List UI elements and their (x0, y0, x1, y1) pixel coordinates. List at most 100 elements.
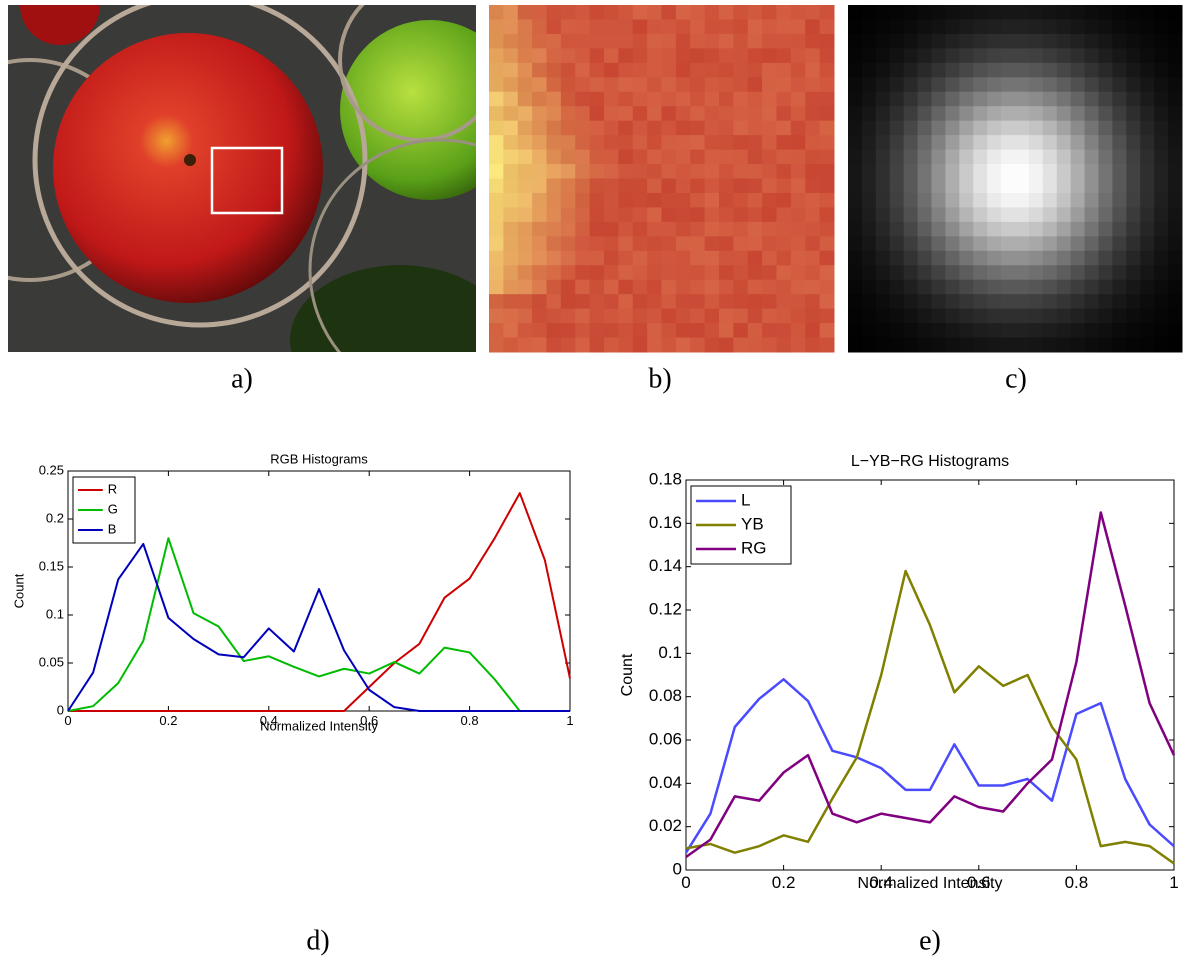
pixel (748, 338, 763, 353)
x-tick-label: 1 (1169, 873, 1178, 892)
pixel (676, 323, 691, 338)
pixel (1071, 222, 1085, 237)
pixel (762, 280, 777, 295)
pixel (604, 309, 619, 324)
pixel (489, 150, 504, 165)
pixel (719, 236, 734, 251)
pixel (862, 34, 876, 49)
pixel (733, 63, 748, 78)
pixel (805, 48, 820, 63)
pixel (973, 338, 987, 353)
pixel (1168, 251, 1182, 266)
gaussian-kernel (848, 5, 1183, 353)
pixel (1126, 48, 1140, 63)
pixel (904, 19, 918, 34)
pixel (777, 48, 792, 63)
pixel (904, 338, 918, 353)
pixel (690, 280, 705, 295)
pixel (762, 251, 777, 266)
pixel (1168, 309, 1182, 324)
pixel (959, 338, 973, 353)
pixel (777, 135, 792, 150)
pixel (676, 309, 691, 324)
pixel (1140, 77, 1154, 92)
pixel (1099, 121, 1113, 136)
pixel (1154, 5, 1168, 20)
pixel (590, 164, 605, 179)
pixel (1029, 251, 1043, 266)
pixel (1057, 280, 1071, 295)
pixel (777, 323, 792, 338)
pixel (489, 236, 504, 251)
pixel (633, 338, 648, 353)
pixel (547, 193, 562, 208)
pixel (1085, 193, 1099, 208)
pixel (876, 63, 890, 78)
pixel (918, 265, 932, 280)
legend-label: G (108, 501, 118, 516)
pixel (733, 121, 748, 136)
pixel (762, 77, 777, 92)
pixel (647, 48, 662, 63)
pixel (848, 150, 862, 165)
pixel (518, 309, 533, 324)
pixel (561, 77, 576, 92)
pixel (1029, 294, 1043, 309)
pixel (1168, 77, 1182, 92)
pixel (945, 5, 959, 20)
pixel (1057, 106, 1071, 121)
pixel (547, 121, 562, 136)
pixel (791, 338, 806, 353)
pixel (890, 164, 904, 179)
pixel (662, 179, 677, 194)
pixel (1140, 150, 1154, 165)
pixel (791, 251, 806, 266)
pixel (532, 338, 547, 353)
pixel (604, 294, 619, 309)
pixel (904, 5, 918, 20)
pixel (862, 280, 876, 295)
pixel (719, 19, 734, 34)
pixel (777, 338, 792, 353)
pixel (748, 164, 763, 179)
pixel (1099, 150, 1113, 165)
pixel (820, 34, 835, 49)
pixel (561, 106, 576, 121)
pixel (862, 48, 876, 63)
pixel (719, 251, 734, 266)
pixel (503, 236, 518, 251)
pixel (547, 106, 562, 121)
pixel (1085, 179, 1099, 194)
pixel (890, 222, 904, 237)
pixel (1043, 121, 1057, 136)
pixel (1043, 280, 1057, 295)
pixel (805, 207, 820, 222)
pixel (690, 236, 705, 251)
pixel (1043, 309, 1057, 324)
pixel (805, 135, 820, 150)
pixel (820, 280, 835, 295)
pixel (518, 92, 533, 107)
pixel (876, 19, 890, 34)
pixel (890, 207, 904, 222)
pixel (820, 150, 835, 165)
figure: a) b) c) d) e) RGB HistogramsNormalized … (0, 0, 1190, 962)
pixel (987, 265, 1001, 280)
pixel (518, 179, 533, 194)
pixel (987, 92, 1001, 107)
pixel (1071, 265, 1085, 280)
pixel (848, 121, 862, 136)
pixel (791, 265, 806, 280)
pixel (1029, 19, 1043, 34)
pixel (876, 48, 890, 63)
pixel (662, 236, 677, 251)
pixel (848, 294, 862, 309)
pixel (1057, 48, 1071, 63)
pixel (733, 323, 748, 338)
pixel (1140, 106, 1154, 121)
pixel (1112, 294, 1126, 309)
pixel (932, 323, 946, 338)
pixel (662, 92, 677, 107)
pixel (1001, 135, 1015, 150)
pixel (820, 309, 835, 324)
